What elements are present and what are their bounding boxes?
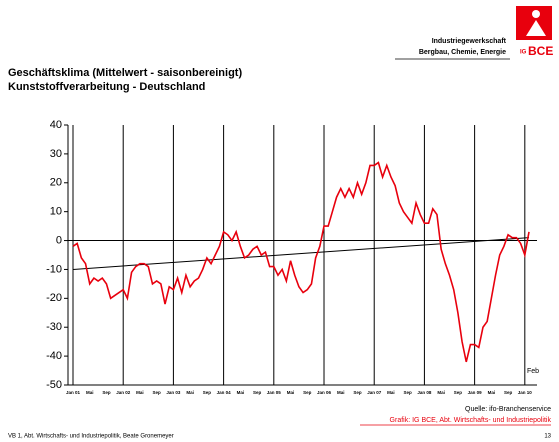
y-tick-label: 10	[50, 206, 62, 218]
x-tick-label: Jan 09	[468, 390, 483, 395]
logo-ig: IG	[520, 50, 527, 56]
x-tick-label: Mai	[287, 390, 295, 395]
y-tick-label: -20	[46, 292, 62, 304]
x-tick-label: Jan 03	[166, 390, 181, 395]
x-tick-label: Mai	[136, 390, 144, 395]
x-tick-label: Jan 10	[518, 390, 533, 395]
x-tick-label: Mai	[437, 390, 445, 395]
x-tick-label: Feb	[527, 368, 539, 375]
x-tick-label: Jan 05	[267, 390, 282, 395]
page-number: 13	[544, 434, 551, 440]
x-tick-label: Mai	[237, 390, 245, 395]
x-tick-label: Mai	[186, 390, 194, 395]
y-tick-label: -10	[46, 263, 62, 275]
source: Quelle: ifo-Branchenservice	[465, 406, 551, 413]
series-line	[72, 161, 530, 363]
y-tick-label: -50	[46, 379, 62, 391]
x-tick-label: Mai	[86, 390, 94, 395]
x-tick-label: Sep	[253, 390, 262, 395]
x-tick-label: Sep	[303, 390, 312, 395]
x-tick-label: Sep	[203, 390, 212, 395]
author: VB 1, Abt. Wirtschafts- und Industriepol…	[8, 434, 174, 440]
org-line2: Bergbau, Chemie, Energie	[419, 49, 506, 56]
logo-bce: BCE	[528, 44, 553, 58]
chart-title: Geschäftsklima (Mittelwert - saisonberei…	[8, 67, 242, 79]
chart-subtitle: Kunststoffverarbeitung - Deutschland	[8, 81, 205, 93]
x-tick-label: Jan 08	[417, 390, 432, 395]
x-tick-label: Jan 07	[367, 390, 382, 395]
x-tick-label: Jan 06	[317, 390, 332, 395]
x-tick-label: Sep	[153, 390, 162, 395]
y-tick-label: 40	[50, 119, 62, 131]
trend-line	[72, 237, 530, 270]
y-tick-label: -30	[46, 321, 62, 333]
x-tick-label: Mai	[337, 390, 345, 395]
x-tick-label: Sep	[102, 390, 111, 395]
x-tick-label: Mai	[488, 390, 496, 395]
y-tick-label: -40	[46, 350, 62, 362]
y-tick-label: 30	[50, 148, 62, 160]
logo-head	[532, 10, 540, 18]
x-tick-label: Sep	[454, 390, 463, 395]
x-tick-label: Mai	[387, 390, 395, 395]
x-tick-label: Jan 02	[116, 390, 131, 395]
y-tick-label: 0	[56, 234, 62, 246]
org-line1: Industriegewerkschaft	[432, 38, 507, 45]
logo-figure	[526, 20, 546, 36]
x-tick-label: Sep	[353, 390, 362, 395]
x-tick-label: Sep	[504, 390, 513, 395]
y-tick-label: 20	[50, 177, 62, 189]
x-tick-label: Jan 04	[217, 390, 232, 395]
x-tick-label: Sep	[404, 390, 413, 395]
x-tick-label: Jan 01	[66, 390, 81, 395]
credit: Grafik: IG BCE, Abt. Wirtschafts- und In…	[390, 417, 552, 424]
